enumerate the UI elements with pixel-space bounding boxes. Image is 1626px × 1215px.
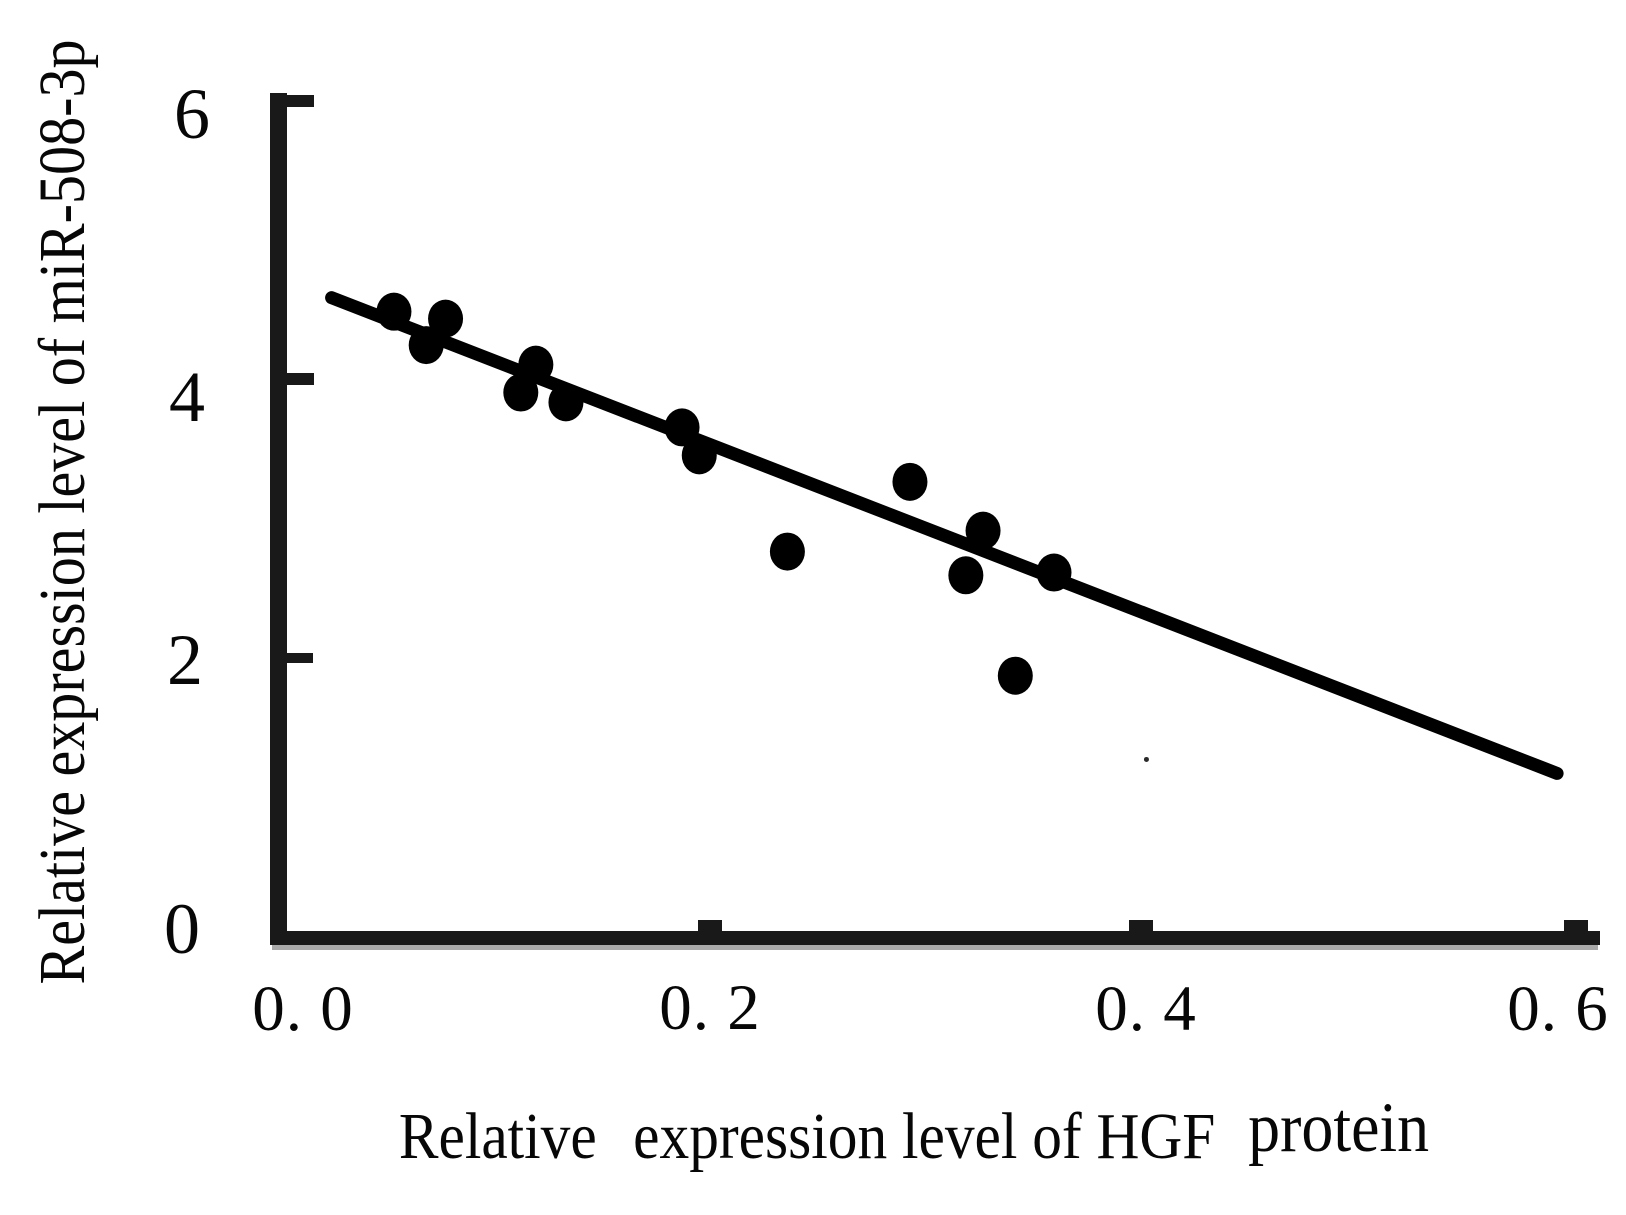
y-axis: 6 4 2 0	[164, 74, 314, 969]
x-axis-tick-0.2	[698, 920, 722, 932]
data-point	[681, 436, 717, 475]
x-axis-title: Relative expression level of HGF protein	[399, 1088, 1429, 1173]
x-axis-tick-0.6	[1564, 920, 1588, 932]
data-point	[408, 326, 444, 365]
x-axis: 0. 0 0. 2 0. 4 0. 6	[252, 920, 1609, 1045]
x-axis-line	[270, 931, 1600, 945]
x-axis-title-lead: Relative	[399, 1099, 597, 1173]
y-axis-tick-4	[287, 373, 314, 385]
x-axis-title-tail: protein	[1248, 1088, 1429, 1167]
y-axis-title-group: Relative expression level of miR-508-3p	[27, 39, 99, 984]
data-point	[548, 383, 584, 422]
y-tick-label-2: 2	[167, 620, 203, 700]
x-tick-label-0.4: 0. 4	[1095, 973, 1197, 1045]
data-point	[503, 373, 539, 412]
y-tick-label-0: 0	[164, 889, 200, 969]
data-point	[997, 656, 1033, 695]
data-point	[769, 532, 805, 571]
data-point	[376, 292, 412, 331]
data-point	[1036, 553, 1072, 592]
x-tick-label-0.0: 0. 0	[252, 973, 354, 1045]
x-tick-label-0.2: 0. 2	[659, 972, 761, 1044]
y-axis-tick-6	[287, 95, 314, 107]
x-axis-scan-shadow	[272, 945, 1598, 950]
trend-line	[325, 291, 1564, 780]
plot-area	[325, 291, 1564, 780]
data-point	[518, 345, 554, 384]
data-point	[948, 556, 984, 595]
data-point	[965, 511, 1001, 550]
artifact-speck	[1143, 756, 1149, 762]
data-point	[664, 408, 700, 447]
y-tick-label-6: 6	[174, 74, 210, 154]
y-tick-label-4: 4	[169, 357, 205, 437]
x-axis-title-mid: expression level of HGF	[633, 1099, 1215, 1173]
y-axis-title: Relative expression level of miR-508-3p	[27, 39, 99, 984]
x-axis-title-group: Relative expression level of HGF protein	[399, 1088, 1429, 1173]
x-tick-label-0.6: 0. 6	[1507, 973, 1609, 1045]
y-axis-line	[270, 93, 287, 945]
y-axis-tick-2	[287, 653, 313, 663]
data-point	[892, 462, 928, 501]
x-axis-tick-0.4	[1129, 920, 1153, 932]
data-point	[428, 299, 464, 338]
